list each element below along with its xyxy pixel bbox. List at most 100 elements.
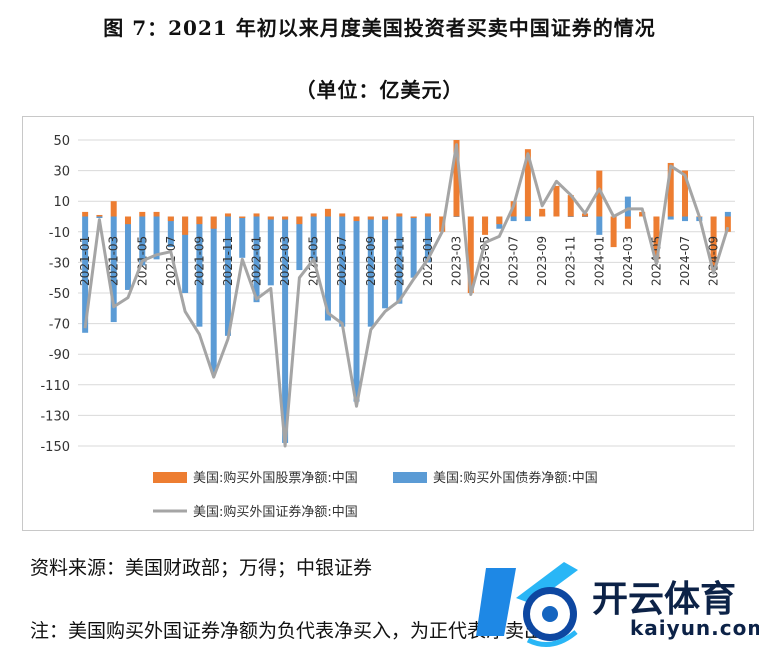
stock-bar [253,213,260,217]
x-tick-label: 2024-03 [621,236,635,286]
x-tick-label: 2021-09 [192,236,206,286]
bond-bar [167,216,174,248]
y-tick-label: -70 [49,318,70,333]
stock-bar [482,216,489,235]
bond-bar [396,216,403,304]
stock-bar [196,216,203,225]
bond-bar [382,216,389,309]
stock-bar [653,216,660,260]
bond-bar [310,216,317,263]
stock-bar [96,214,103,217]
watermark-brand: 开云体育 [592,579,737,620]
stock-bar [724,216,731,232]
stock-bar [624,216,631,229]
y-tick-label: -10 [49,226,70,241]
stock-bar [124,216,131,225]
x-tick-label: 2023-03 [449,236,463,286]
x-tick-label: 2023-07 [507,236,521,286]
x-tick-label: 2022-03 [278,236,292,286]
stock-bar [410,216,417,219]
bond-bar [510,216,517,222]
stock-bar [567,195,574,217]
bond-bar [724,211,731,217]
bond-bar [267,216,274,286]
stock-bar [339,213,346,217]
stock-bar [424,213,431,217]
stock-bar [153,211,160,217]
stock-bar [467,216,474,293]
legend-label: 美国:购买外国证券净额:中国 [193,504,358,520]
bond-bar [124,216,131,290]
stock-bar [224,213,231,217]
stock-bar [182,216,189,235]
stock-bar [239,216,246,219]
chart-svg: 50 30 10 -10 -30 -50 -70 -90 -110 -130 -150 2021-01… [40,134,735,520]
x-tick-label: 2022-11 [392,236,406,286]
stock-bar [582,213,589,217]
chart-title: 图 7：2021 年初以来月度美国投资者买卖中国证券的情况 [103,16,656,40]
stock-bar [82,211,89,217]
x-tick-label: 2022-07 [335,236,349,286]
stock-bar [524,149,531,217]
bond-bar [96,216,103,219]
x-tick-label: 2024-09 [707,236,721,286]
bond-bar [353,216,360,402]
x-tick-label: 2024-01 [592,236,606,286]
stock-bar [296,216,303,225]
bond-bar [153,216,160,260]
stock-bar [267,216,274,220]
x-tick-label: 2022-01 [250,236,264,286]
stock-bar [353,216,360,222]
bond-bar [453,216,460,217]
bond-bar [424,216,431,263]
y-tick-label: -150 [40,440,70,455]
stock-bar [610,216,617,248]
stock-bar [667,162,674,217]
bond-bar [524,216,531,222]
stock-bar [324,208,331,217]
bond-bar [682,216,689,222]
bond-bar [596,216,603,235]
bond-bar [367,216,374,327]
legend-swatch [393,472,427,483]
y-tick-label: 50 [53,134,70,149]
bond-bar [82,216,89,333]
bond-bar [182,216,189,293]
x-tick-label: 2023-05 [478,236,492,286]
bond-bar [196,216,203,327]
bond-bar [339,216,346,327]
stock-bar [382,216,389,220]
x-tick-label: 2021-07 [164,236,178,286]
bond-bar [239,216,246,258]
watermark-url: kaiyun.com [630,616,759,640]
bond-bar [110,216,117,323]
bond-bar [210,216,217,373]
net-series-line [83,143,730,448]
bond-bar [282,216,289,443]
x-tick-label: 2021-01 [78,236,92,286]
watermark: 开云体育 kaiyun.com [472,552,759,652]
stock-bar [139,211,146,217]
bond-bar [324,216,331,321]
bond-bar [667,216,674,220]
x-tick-label: 2021-11 [221,236,235,286]
y-tick-label: 10 [53,195,70,210]
chart-frame: 50 30 10 -10 -30 -50 -70 -90 -110 -130 -150 2021-01… [22,116,754,531]
source-note: 资料来源：美国财政部；万得；中银证券 [30,557,373,579]
y-tick-label: 30 [53,165,70,180]
y-tick-label: -30 [49,256,70,271]
stock-bar [539,208,546,217]
footnote: 注：美国购买外国证券净额为负代表净买入，为正代表净卖出。 [30,620,563,642]
bond-bar [139,216,146,266]
chart-subtitle: （单位：亿美元） [295,78,464,102]
stock-bar [396,213,403,217]
stock-bar [167,216,174,222]
stock-bar [453,140,460,217]
x-tick-label: 2024-07 [678,236,692,286]
stock-bar [210,216,217,229]
y-tick-label: -130 [40,409,70,424]
x-tick-label: 2021-03 [107,236,121,286]
bond-bar [224,216,231,336]
x-tick-label: 2023-11 [564,236,578,286]
bond-bar [582,216,589,217]
